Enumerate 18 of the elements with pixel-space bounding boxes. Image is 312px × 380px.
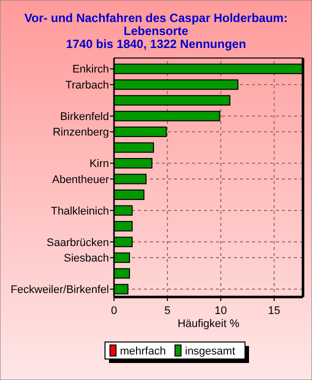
y-tick-label: Kirn — [89, 158, 109, 170]
y-tick-label: Saarbrücken — [46, 236, 109, 249]
y-tick-label: Trarbach — [65, 79, 109, 92]
x-tick-label: 10 — [214, 305, 227, 317]
y-tick-label: Rinzenberg — [52, 126, 109, 139]
y-tick-label: Feckweiler/Birkenfel — [10, 284, 109, 296]
y-tick-label: Siesbach — [64, 252, 109, 265]
legend-label: mehrfach — [120, 346, 166, 358]
x-tick-label: 5 — [164, 305, 170, 317]
legend-label: insgesamt — [185, 346, 236, 358]
chart-title: Vor- und Nachfahren des Caspar Holderbaum: Lebensorte 1740 bis 1840, 1322 Nennungen — [24, 11, 288, 51]
x-tick-label: 15 — [268, 305, 280, 317]
y-tick-label: Birkenfeld — [60, 110, 109, 123]
x-tick-label: 0 — [110, 305, 118, 317]
y-tick-label: Abentheuer — [52, 174, 110, 186]
y-tick-label: Thalkleinich — [50, 205, 109, 218]
y-tick-label: Enkirch — [72, 64, 109, 76]
x-axis-title: Häufigkeit % — [178, 318, 240, 330]
